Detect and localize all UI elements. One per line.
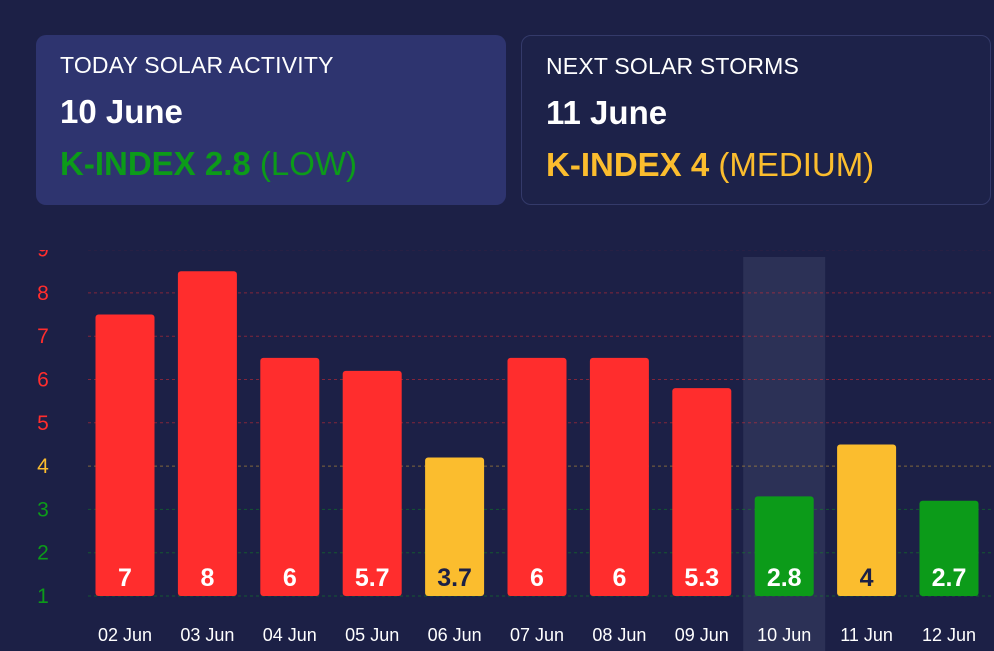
bar-value-label: 6 [612, 564, 626, 592]
bar-value-label: 5.7 [355, 564, 390, 592]
y-tick-label: 5 [37, 412, 49, 435]
next-heading: NEXT SOLAR STORMS [546, 53, 800, 79]
x-tick-label: 03 Jun [180, 625, 234, 645]
next-kindex-value: K-INDEX 4 [546, 146, 710, 183]
bar [754, 496, 814, 596]
kindex-bar-chart: 1 2 3 4 5 6 7 8 9 7 02 Jun 8 03 Jun 6 04 Jun 5.7 05 Jun 3… [37, 250, 994, 651]
y-tick-label: 8 [37, 282, 49, 305]
bar [260, 357, 320, 596]
x-tick-label: 12 Jun [922, 625, 976, 645]
bar [177, 271, 237, 596]
bar-value-label: 8 [200, 564, 214, 592]
bar [589, 357, 649, 596]
y-tick-label: 4 [37, 455, 49, 478]
bar [837, 444, 897, 596]
bar [342, 370, 402, 596]
x-tick-label: 09 Jun [675, 625, 729, 645]
next-kindex-level: (MEDIUM) [718, 146, 875, 183]
bar [507, 357, 567, 596]
bar-value-label: 4 [860, 564, 874, 592]
today-kindex: K-INDEX 2.8 (LOW) [60, 145, 482, 183]
x-tick-label: 10 Jun [757, 625, 811, 645]
x-tick-label: 06 Jun [428, 625, 482, 645]
x-tick-label: 04 Jun [263, 625, 317, 645]
x-tick-label: 11 Jun [840, 625, 893, 645]
today-activity-card: TODAY SOLAR ACTIVITY 10 June K-INDEX 2.8… [36, 35, 506, 205]
y-tick-label: 7 [37, 325, 49, 348]
bar [425, 457, 485, 596]
y-tick-label: 9 [37, 250, 49, 262]
bar-value-label: 6 [283, 564, 297, 592]
next-storms-card: NEXT SOLAR STORMS 11 June K-INDEX 4 (MED… [521, 35, 991, 205]
y-tick-label: 3 [37, 498, 49, 521]
bar-value-label: 5.3 [684, 564, 719, 592]
today-kindex-value: K-INDEX 2.8 [60, 145, 251, 182]
y-tick-label: 2 [37, 542, 49, 565]
x-tick-label: 07 Jun [510, 625, 564, 645]
y-tick-label: 6 [37, 369, 49, 392]
today-kindex-level: (LOW) [259, 145, 358, 182]
bar [919, 500, 979, 596]
bar-value-label: 3.7 [437, 564, 472, 592]
bar-value-label: 7 [118, 564, 132, 592]
bar-value-label: 2.8 [767, 564, 802, 592]
bar-value-label: 2.7 [932, 564, 967, 592]
bar [672, 388, 732, 596]
x-tick-label: 08 Jun [592, 625, 646, 645]
x-tick-label: 05 Jun [345, 625, 399, 645]
next-kindex: K-INDEX 4 (MEDIUM) [546, 146, 966, 184]
bar-value-label: 6 [530, 564, 544, 592]
bar [95, 314, 155, 596]
today-heading: TODAY SOLAR ACTIVITY [60, 52, 334, 78]
y-tick-label: 1 [37, 585, 49, 608]
today-date: 10 June [60, 93, 183, 130]
x-tick-label: 02 Jun [98, 625, 152, 645]
next-date: 11 June [546, 94, 668, 131]
